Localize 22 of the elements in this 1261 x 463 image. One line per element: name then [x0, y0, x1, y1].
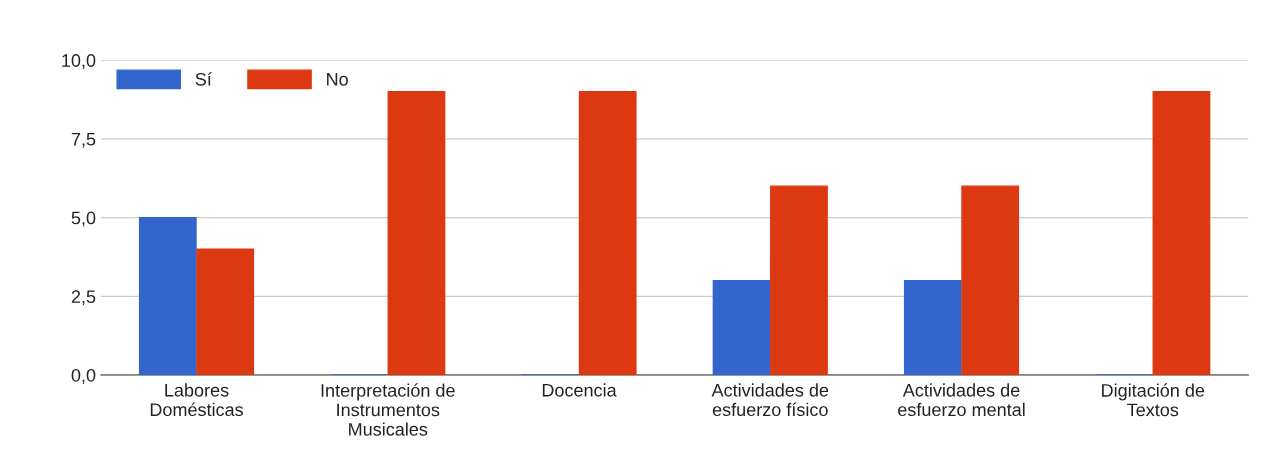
bar [770, 185, 828, 376]
legend-label: No [327, 73, 348, 86]
bar [1152, 90, 1211, 376]
y-tick-label: 10,0 [62, 54, 96, 70]
bar [578, 90, 637, 376]
y-tick-label: 5,0 [71, 211, 96, 227]
bar [387, 90, 446, 376]
x-tick-label: Labores Domésticas [150, 383, 244, 417]
bar [138, 216, 197, 376]
x-tick-label: Docencia [542, 383, 617, 397]
y-tick-label: 2,5 [71, 290, 96, 306]
y-tick-label: 7,5 [71, 133, 96, 148]
bar [712, 279, 771, 376]
x-tick-label: Actividades de esfuerzo físico [711, 383, 829, 417]
x-tick-label: Actividades de esfuerzo mental [898, 383, 1025, 417]
y-tick-label: 0,0 [71, 368, 96, 384]
bar [196, 248, 255, 376]
x-tick-label: Digitación de Textos [1102, 383, 1205, 417]
bar [961, 185, 1020, 376]
bar [903, 279, 962, 376]
legend-label: Sí [195, 72, 212, 86]
x-tick-label: Interpretación de Instrumentos Musicales [321, 383, 455, 436]
